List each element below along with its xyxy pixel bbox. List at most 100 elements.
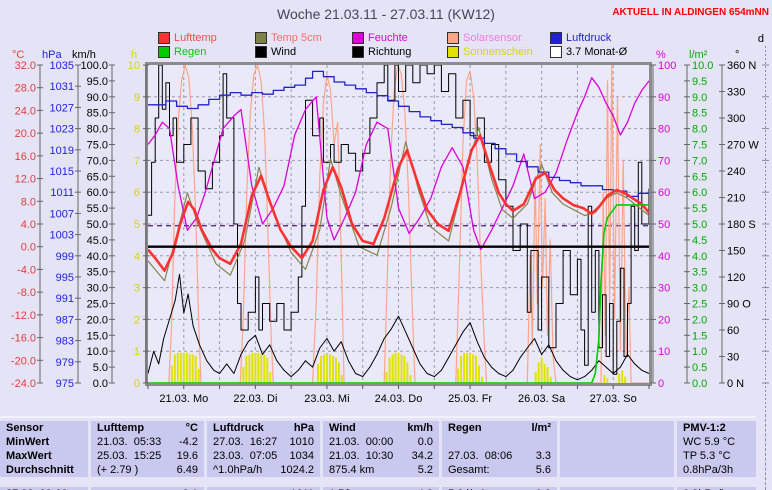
series-temp5cm [147,126,650,282]
axis-temp: 32.0 28.0 24.0 20.0 16.0 12.0 8.0 4.0 0.0 -4.0 -8.… [11,49,43,390]
axis-kmh-title: km/h [72,49,96,61]
legend-swatch-feuchte [352,32,364,44]
cell-value: 0.0 [417,436,433,448]
axis-kmh-tick-label: 95.0 [87,76,108,88]
row-label-text: Durchschnitt [6,464,74,476]
legend-item-feuchte[interactable]: Feuchte [352,32,408,44]
axis-pct-tick-label: 10 [658,346,670,358]
axis-dir-tick-label: 330 [727,87,745,99]
legend-label-monat-avg: 3.7 Monat-Ø [566,46,628,58]
day-ruler: d [758,33,769,414]
sonnenschein-bar [603,375,606,383]
cell-text: PMV-1:2 [683,422,726,434]
legend-swatch-luftdruck [550,32,562,44]
legend-item-luftdruck[interactable]: Luftdruck [550,32,611,44]
axis-dir-tick-label: 150 [727,246,745,258]
sonnenschein-bar [466,352,469,383]
sonnenschein-bar [621,370,624,383]
axis-kmh-tick-label: 20.0 [87,314,108,326]
table-cell: 1011 [207,487,320,490]
sonnenschein-bar [391,354,394,383]
legend-swatch-richtung [352,46,364,58]
axis-kmh-tick-label: 75.0 [87,140,108,152]
axis-lm2-tick-label: 4.5 [692,235,707,247]
legend-label-luftdruck: Luftdruck [566,32,612,44]
axis-lm2: 10.0 9.5 9.0 8.5 8.0 7.5 7.0 6.5 6.0 5.5 5.0 4.5 4.0… [684,49,713,390]
axis-dir-tick-label: 360 N [727,60,756,72]
cell-value: 19.6 [176,450,198,462]
legend-label-sonnenschein: Sonnenschein [463,46,533,58]
row-label-maxwert: MaxWert [0,449,88,463]
cell-text: 21.03. 00:00 [329,436,394,448]
axis-hpa-tick-label: 1027 [50,102,74,114]
sonnenschein-bar [543,363,546,383]
axis-temp-tick-label: -4.0 [17,264,36,276]
table-row-maxwert: MaxWert 25.03. 15:25 19.6 23.03. 07:05 1034 2… [0,449,756,463]
sonnenschein-bar [317,363,319,383]
axis-lm2-tick-label: 8.0 [692,124,707,136]
axis-pct-tick-label: 0 [658,378,664,390]
axis-lm2-tick-label: 9.0 [692,92,707,104]
axis-temp-tick-label: 24.0 [15,105,36,117]
temp5cm-line [147,126,650,282]
axis-lm2-tick-label: 1.5 [692,330,707,342]
legend-item-monat-avg[interactable]: 3.7 Monat-Ø [550,46,627,58]
legend-item-wind[interactable]: Wind [255,46,296,58]
legend-item-richtung[interactable]: Richtung [352,46,411,58]
axis-temp-title: °C [12,49,24,61]
day-ruler-extension [765,414,767,490]
axis-temp-tick-label: 32.0 [15,60,36,72]
legend-item-solarsensor[interactable]: Solarsensor [447,32,522,44]
axis-hpa-tick-label: 975 [56,378,74,390]
axis-lm2-tick-label: 7.0 [692,155,707,167]
axis-lm2-tick-label: 2.5 [692,299,707,311]
table-cell: 21.03. 05:33 -4.2 [91,435,204,449]
axis-pct-title: % [656,49,666,61]
sonnenschein-bar [197,368,200,383]
table-cell: 25.03. 15:25 19.6 [91,449,204,463]
cell-text: Wind [329,422,356,434]
x-axis: 21.03. Mo 22.03. Di 23.03. Mi 24.03. Do 25.0… [147,385,650,405]
table-cell: 1 Bft 4.9 [323,487,439,490]
legend-label-wind: Wind [271,46,297,58]
axis-temp-tick-label: 4.0 [21,219,36,231]
row-label-minwert: MinWert [0,435,88,449]
axis-kmh-tick-label: 45.0 [87,235,108,247]
regen-line [148,204,649,384]
axis-hpa-tick-label: 1031 [50,81,74,93]
sonnenschein-bar [549,376,552,383]
axis-lm2-tick-label: 2.0 [692,314,707,326]
legend-item-temp5cm[interactable]: Temp 5cm [255,32,322,44]
axis-hpa: 1035 1031 1027 1023 1019 1015 1011 1007 1003 999 9… [42,49,81,390]
table-cell [560,487,674,490]
row-label-text: 27.03. 09:00 [6,487,68,490]
sonnenschein-bar [182,352,185,383]
table-cell [560,449,674,463]
table-cell [442,435,557,449]
cell-text: 21.03. 05:33 [97,436,162,448]
cell-value: 3.3 [535,450,551,462]
table-cell: Lufttemp °C [91,421,204,435]
chart-plot-area[interactable] [148,65,649,383]
axis-h-tick-label: 5 [134,219,140,231]
legend-item-sonnenschein[interactable]: Sonnenschein [447,46,533,58]
table-cell [560,435,674,449]
axis-temp-tick-label: 0.0 [21,242,36,254]
table-cell: Wind km/h [323,421,439,435]
cell-value: 6.49 [176,464,198,476]
legend-item-regen[interactable]: Regen [158,46,206,58]
axis-hpa-tick-label: 1011 [50,187,74,199]
sonnenschein-bar [248,354,251,383]
axis-h-tick-label: 4 [134,251,140,263]
cell-text: 21.03. 10:30 [329,450,394,462]
lufttemp-line [147,134,650,272]
legend-item-lufttemp[interactable]: Lufttemp [158,32,217,44]
axis-pct-tick-label: 80 [658,124,670,136]
page-title: Woche 21.03.11 - 27.03.11 (KW12) [277,6,495,22]
day-label: 22.03. Di [233,393,277,405]
sonnenschein-bar [394,352,397,383]
axis-lm2-tick-label: 1.0 [692,346,707,358]
axis-hpa-tick-label: 987 [56,314,74,326]
sonnenschein-bar [191,354,194,383]
